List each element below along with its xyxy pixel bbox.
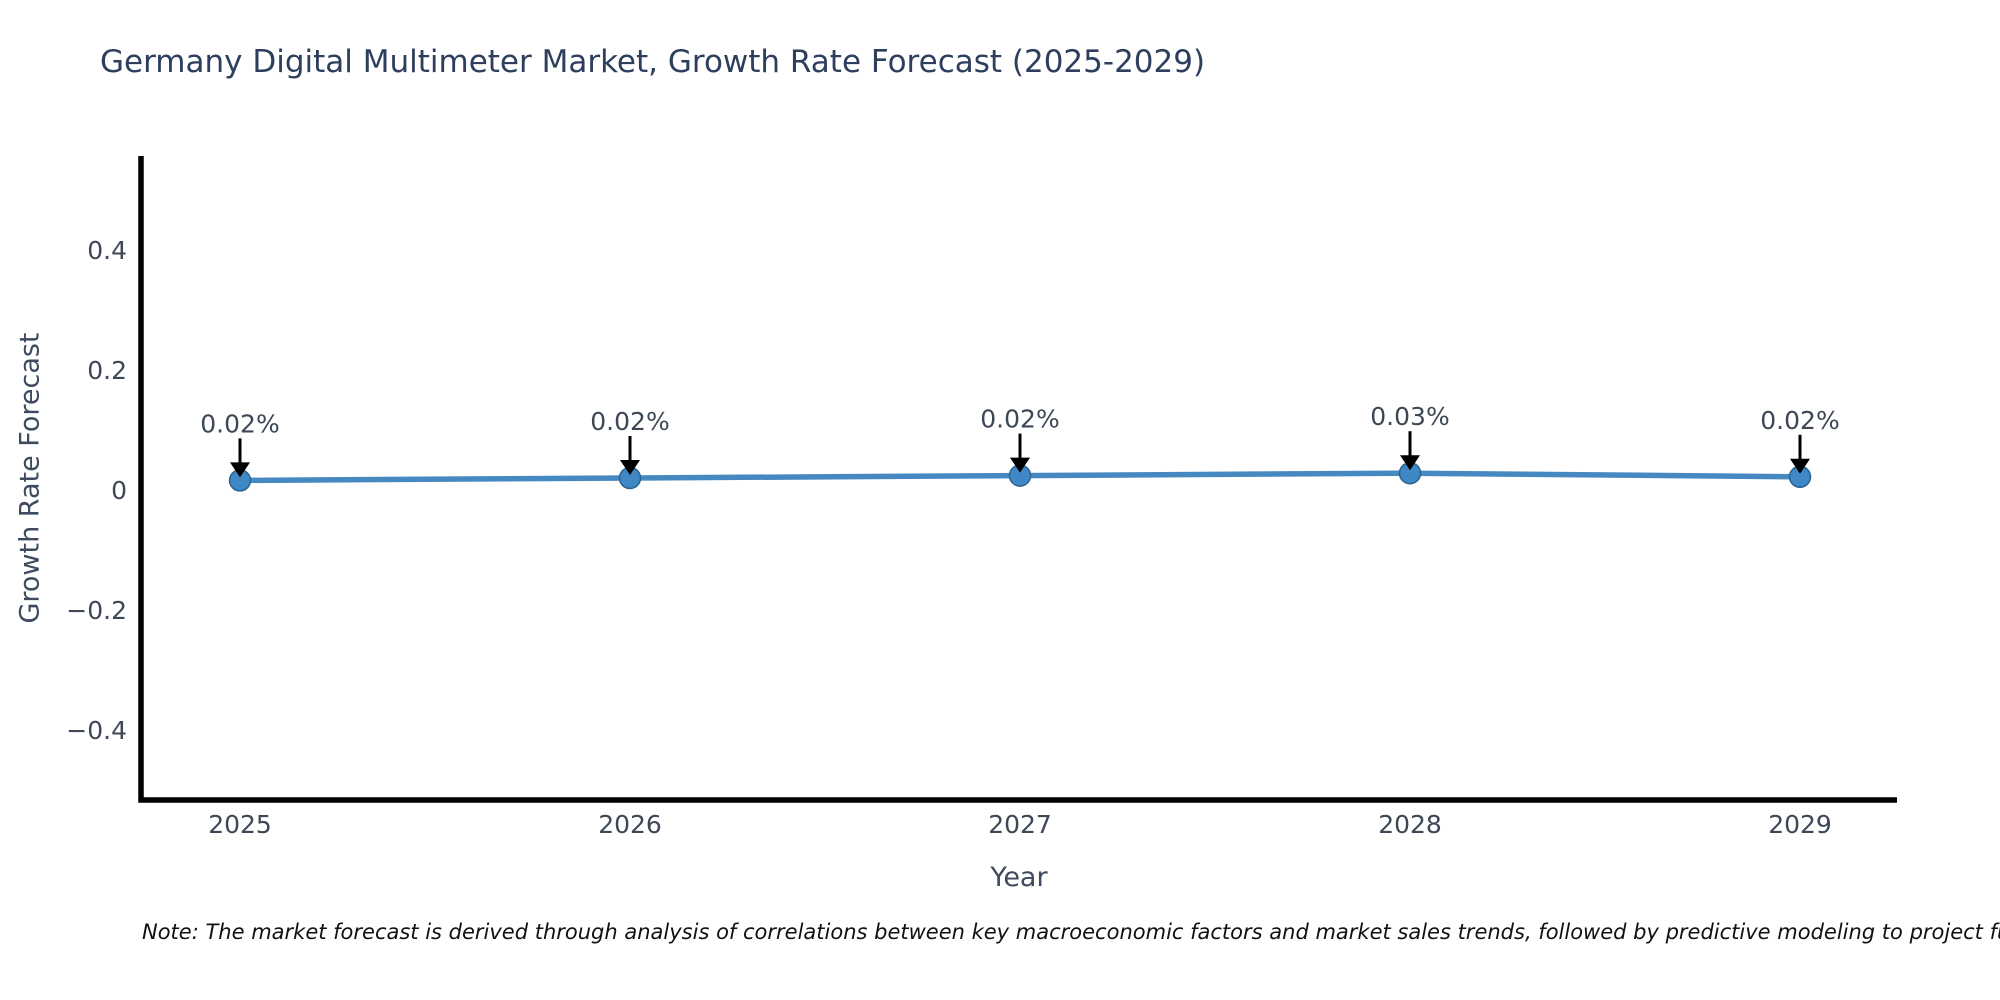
- y-tick-label: −0.4: [66, 716, 127, 745]
- y-tick-label: −0.2: [66, 596, 127, 625]
- annotation-arrowhead-icon: [1010, 457, 1030, 473]
- annotation-arrowhead-icon: [1400, 455, 1420, 471]
- annotation-arrowhead-icon: [620, 460, 640, 475]
- point-annotation-label: 0.02%: [200, 409, 279, 438]
- y-tick-label: 0: [111, 476, 127, 505]
- footnote: Note: The market forecast is derived thr…: [142, 920, 2000, 944]
- y-tick-label: 0.2: [87, 356, 127, 385]
- axes-spines: [138, 156, 1897, 803]
- point-annotation-label: 0.02%: [1760, 406, 1839, 435]
- annotation-arrowhead-icon: [230, 462, 250, 478]
- point-annotation-label: 0.02%: [980, 405, 1059, 434]
- annotation-arrowhead-icon: [1790, 458, 1810, 474]
- point-annotation-label: 0.02%: [590, 407, 669, 436]
- x-tick-label: 2029: [1768, 810, 1832, 839]
- x-axis-title: Year: [990, 862, 1048, 893]
- x-tick-label: 2025: [208, 810, 272, 839]
- point-annotation-label: 0.03%: [1370, 402, 1449, 431]
- y-tick-label: 0.4: [87, 236, 127, 265]
- x-tick-label: 2026: [598, 810, 662, 839]
- chart-title: Germany Digital Multimeter Market, Growt…: [100, 44, 1206, 80]
- x-tick-label: 2028: [1378, 810, 1442, 839]
- x-tick-label: 2027: [988, 810, 1052, 839]
